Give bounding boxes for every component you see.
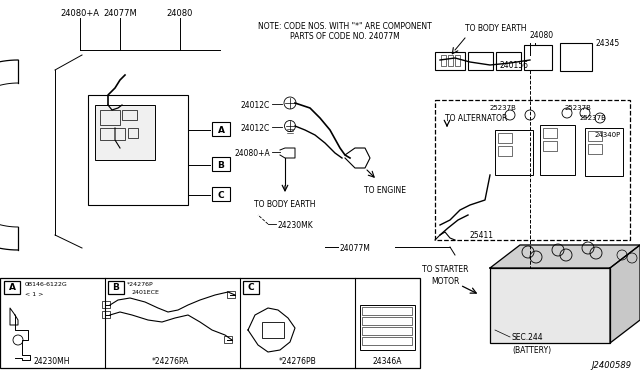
Text: 24077M: 24077M bbox=[340, 244, 371, 253]
Text: TO BODY EARTH: TO BODY EARTH bbox=[465, 23, 527, 32]
Text: 24080+A: 24080+A bbox=[61, 9, 99, 17]
Text: 24077M: 24077M bbox=[103, 9, 137, 17]
Text: NOTE: CODE NOS. WITH "*" ARE COMPONENT
PARTS OF CODE NO. 24077M: NOTE: CODE NOS. WITH "*" ARE COMPONENT P… bbox=[258, 22, 432, 41]
Bar bbox=[0, 278, 420, 368]
Bar bbox=[362, 337, 412, 345]
Bar bbox=[540, 125, 575, 175]
Text: B: B bbox=[218, 160, 225, 170]
Bar bbox=[4, 281, 20, 294]
Bar bbox=[498, 146, 512, 156]
Text: C: C bbox=[218, 190, 224, 199]
Text: < 1 >: < 1 > bbox=[25, 292, 44, 296]
Bar bbox=[243, 281, 259, 294]
Bar bbox=[88, 95, 188, 205]
Text: (BATTERY): (BATTERY) bbox=[512, 346, 551, 355]
Text: *24276PB: *24276PB bbox=[279, 357, 317, 366]
Text: 24080+A: 24080+A bbox=[234, 148, 270, 157]
Bar bbox=[122, 110, 137, 120]
Bar bbox=[227, 291, 235, 298]
Bar bbox=[468, 52, 493, 70]
Bar bbox=[524, 45, 552, 70]
Circle shape bbox=[127, 122, 132, 128]
Bar bbox=[212, 157, 230, 171]
Bar bbox=[212, 187, 230, 201]
Text: TO ALTERNATOR: TO ALTERNATOR bbox=[445, 113, 508, 122]
Text: 25237B: 25237B bbox=[565, 105, 592, 111]
Text: *24276PA: *24276PA bbox=[151, 357, 189, 366]
Text: 24345: 24345 bbox=[595, 38, 620, 48]
Text: A: A bbox=[218, 125, 225, 135]
Bar bbox=[128, 128, 138, 138]
Text: 24230MK: 24230MK bbox=[278, 221, 314, 230]
Bar bbox=[588, 131, 602, 141]
Text: TO ENGINE: TO ENGINE bbox=[364, 186, 406, 195]
Text: 25237B: 25237B bbox=[490, 105, 517, 111]
Text: 25237B: 25237B bbox=[580, 115, 607, 121]
Text: TO BODY EARTH: TO BODY EARTH bbox=[254, 199, 316, 208]
Bar bbox=[441, 55, 446, 66]
Bar bbox=[362, 327, 412, 335]
Bar bbox=[100, 110, 120, 125]
Text: 24080: 24080 bbox=[530, 31, 554, 39]
Text: C: C bbox=[248, 283, 254, 292]
Bar bbox=[102, 301, 110, 308]
Bar bbox=[360, 305, 415, 350]
Bar bbox=[448, 55, 453, 66]
Text: 240156: 240156 bbox=[500, 61, 529, 70]
Bar bbox=[102, 311, 110, 318]
Text: A: A bbox=[8, 283, 15, 292]
Text: MOTOR: MOTOR bbox=[431, 276, 459, 285]
Bar bbox=[95, 105, 155, 160]
Bar bbox=[495, 130, 533, 175]
Bar bbox=[543, 128, 557, 138]
Bar bbox=[496, 52, 521, 70]
Bar bbox=[435, 52, 465, 70]
Text: 24346A: 24346A bbox=[372, 357, 402, 366]
Polygon shape bbox=[610, 245, 640, 343]
Bar bbox=[588, 144, 602, 154]
Bar bbox=[362, 307, 412, 315]
Circle shape bbox=[120, 106, 125, 110]
Bar bbox=[100, 128, 125, 140]
Bar bbox=[224, 336, 232, 343]
Text: 24012C: 24012C bbox=[241, 100, 270, 109]
Text: J2400589: J2400589 bbox=[592, 360, 632, 369]
Bar bbox=[262, 322, 284, 338]
Bar bbox=[585, 128, 623, 176]
Polygon shape bbox=[490, 245, 640, 268]
Bar bbox=[560, 43, 592, 71]
Bar bbox=[543, 141, 557, 151]
Bar bbox=[108, 281, 124, 294]
Bar bbox=[435, 100, 630, 240]
Bar bbox=[490, 268, 610, 343]
Text: 24230MH: 24230MH bbox=[34, 357, 70, 366]
Text: SEC.244: SEC.244 bbox=[512, 334, 543, 343]
Bar bbox=[455, 55, 460, 66]
Bar bbox=[498, 133, 512, 143]
Text: 24080: 24080 bbox=[167, 9, 193, 17]
Text: 24340P: 24340P bbox=[595, 132, 621, 138]
Text: 24012C: 24012C bbox=[241, 124, 270, 132]
Text: *24276P: *24276P bbox=[127, 282, 154, 286]
Text: 0B146-6122G: 0B146-6122G bbox=[25, 282, 68, 288]
Text: TO STARTER: TO STARTER bbox=[422, 266, 468, 275]
Text: 2401ECE: 2401ECE bbox=[132, 289, 160, 295]
Bar bbox=[362, 317, 412, 325]
Text: B: B bbox=[113, 283, 120, 292]
Text: 25411: 25411 bbox=[470, 231, 494, 240]
Bar bbox=[212, 122, 230, 136]
